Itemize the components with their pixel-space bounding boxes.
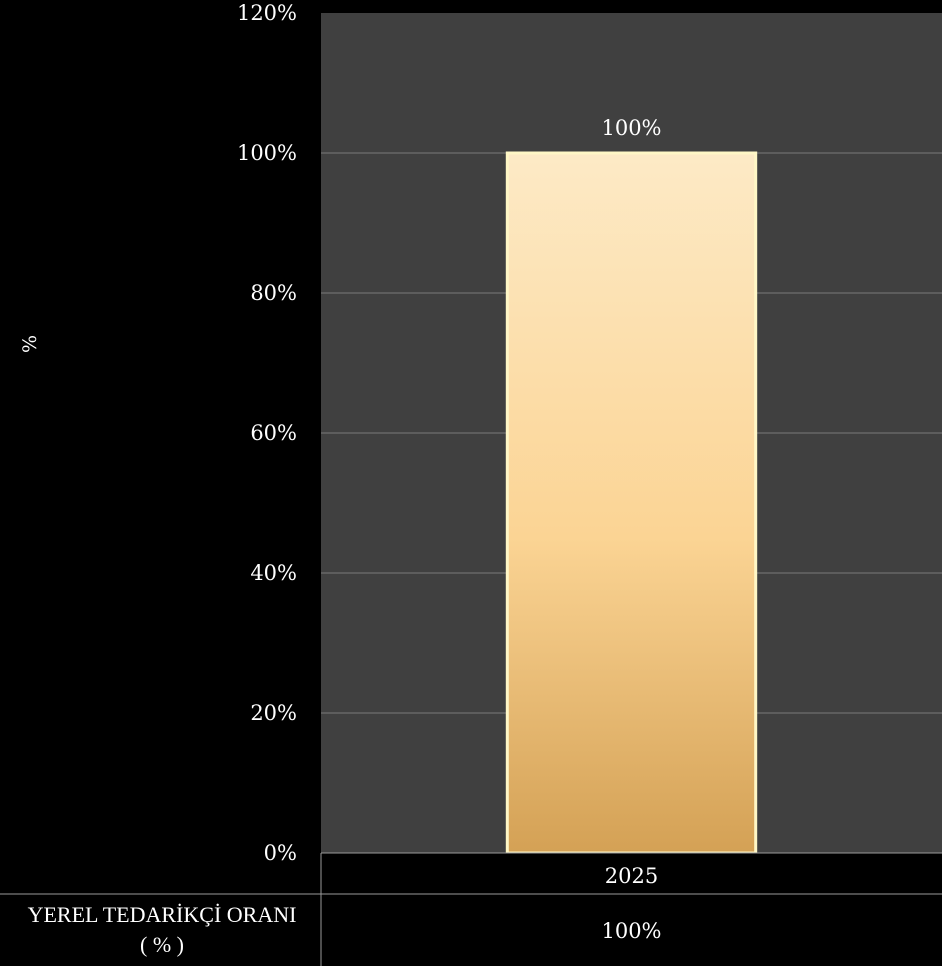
y-tick-label: 120% xyxy=(237,1,297,25)
y-tick-label: 60% xyxy=(250,421,297,445)
data-table xyxy=(321,853,942,966)
table-row-header-line2: ( % ) xyxy=(140,932,184,957)
y-tick-label: 100% xyxy=(237,141,297,165)
data-labels: 100% xyxy=(601,116,661,140)
x-category-label: 2025 xyxy=(605,864,658,888)
y-axis-tick-labels: 0% 20% 40% 60% 80% 100% 120% xyxy=(237,1,297,865)
table-cell-value: 100% xyxy=(601,919,661,943)
bar xyxy=(505,151,758,855)
table-cells: 100% xyxy=(601,919,661,943)
y-tick-label: 80% xyxy=(250,281,297,305)
table-row-header-line1: YEREL TEDARİKÇİ ORANI xyxy=(28,902,297,927)
bar-data-label: 100% xyxy=(601,116,661,140)
x-axis-category-labels: 2025 xyxy=(605,864,658,888)
y-tick-label: 0% xyxy=(264,841,297,865)
bars xyxy=(505,151,758,855)
y-tick-label: 20% xyxy=(250,701,297,725)
y-axis-title: % xyxy=(19,335,41,353)
y-tick-label: 40% xyxy=(250,561,297,585)
